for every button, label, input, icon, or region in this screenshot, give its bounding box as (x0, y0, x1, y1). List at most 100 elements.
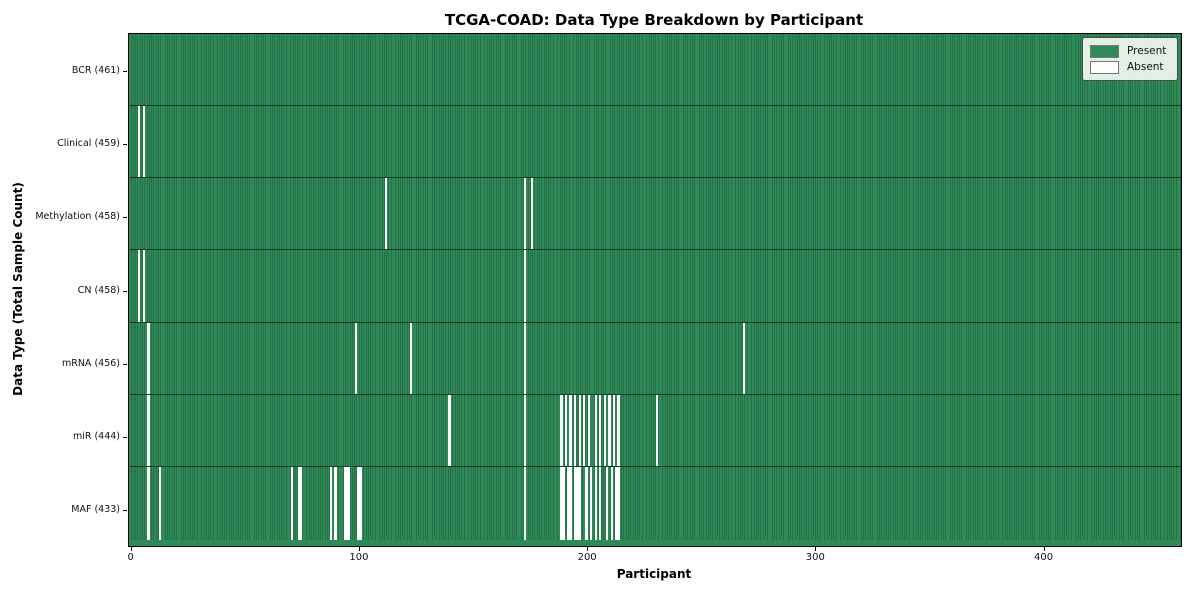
y-tick-label-maf: MAF (433) (71, 504, 120, 516)
heatmap-row-clinical (129, 106, 1181, 179)
absent-cell-mrna-8 (147, 322, 150, 394)
absent-cell-mrna-123 (409, 322, 412, 394)
legend-swatch-present (1090, 44, 1119, 58)
absent-cell-maf-206 (599, 466, 602, 540)
absent-cell-mrna-269 (742, 322, 746, 394)
absent-cell-maf-209 (605, 466, 609, 540)
absent-cell-maf-74 (297, 466, 301, 540)
absent-cell-mir-212 (612, 394, 616, 466)
x-axis-label: Participant (616, 567, 692, 581)
legend-entry-absent: Absent (1090, 59, 1170, 75)
legend-entry-present: Present (1090, 43, 1170, 59)
heatmap-plot-area (128, 33, 1182, 547)
legend-box: Present Absent (1082, 37, 1178, 81)
absent-cell-clinical-6 (142, 106, 145, 178)
x-tick-mark-300 (815, 547, 817, 551)
absent-cell-maf-88 (329, 466, 333, 540)
absent-cell-maf-204 (594, 466, 597, 540)
absent-cell-mir-173 (523, 394, 527, 466)
absent-cell-cn-173 (523, 250, 527, 322)
absent-cell-maf-90 (334, 466, 337, 540)
heatmap-row-maf (129, 466, 1181, 540)
y-tick-mark-bcr (123, 71, 127, 73)
absent-cell-maf-214 (617, 466, 620, 540)
y-tick-label-bcr: BCR (461) (71, 65, 120, 77)
legend-label-absent: Absent (1127, 61, 1164, 73)
legend-swatch-absent (1090, 60, 1119, 74)
absent-cell-methylation-112 (384, 178, 387, 250)
y-tick-mark-cn (123, 290, 127, 292)
y-tick-label-mir: miR (444) (72, 430, 120, 442)
absent-cell-mir-191 (564, 394, 568, 466)
y-tick-label-methylation: Methylation (458) (35, 211, 120, 223)
absent-cell-mir-214 (617, 394, 620, 466)
absent-cell-methylation-173 (523, 178, 527, 250)
absent-cell-mir-206 (599, 394, 602, 466)
y-tick-label-mrna: mRNA (456) (61, 357, 120, 369)
absent-cell-mrna-99 (354, 322, 358, 394)
x-tick-mark-200 (587, 547, 589, 551)
absent-cell-maf-189 (560, 466, 563, 540)
x-tick-mark-100 (358, 547, 360, 551)
absent-cell-mir-210 (608, 394, 611, 466)
heatmap-row-methylation (129, 178, 1181, 251)
absent-cell-maf-192 (567, 466, 570, 540)
absent-cell-maf-196 (576, 466, 579, 540)
x-tick-label-300: 300 (805, 552, 825, 563)
absent-cell-mir-199 (583, 394, 586, 466)
heatmap-row-cn (129, 250, 1181, 323)
absent-cell-mir-231 (656, 394, 659, 466)
y-tick-mark-methylation (123, 217, 127, 219)
absent-cell-methylation-176 (530, 178, 533, 250)
absent-cell-mir-208 (603, 394, 606, 466)
absent-cell-maf-100 (357, 466, 360, 540)
heatmap-row-mrna (129, 322, 1181, 395)
absent-cell-maf-213 (615, 466, 618, 540)
y-tick-mark-clinical (123, 144, 127, 146)
x-tick-mark-400 (1043, 547, 1045, 551)
heatmap-row-bcr (129, 34, 1181, 107)
y-tick-mark-maf (123, 510, 127, 512)
x-tick-label-400: 400 (1033, 552, 1054, 563)
absent-cell-maf-13 (158, 466, 161, 540)
absent-cell-maf-197 (578, 466, 581, 540)
absent-cell-clinical-4 (138, 106, 141, 178)
absent-cell-mir-189 (560, 394, 563, 466)
absent-cell-maf-95 (345, 466, 349, 540)
legend-label-present: Present (1127, 45, 1167, 57)
x-tick-label-0: 0 (127, 552, 134, 563)
y-tick-label-clinical: Clinical (459) (57, 138, 120, 150)
absent-cell-maf-173 (523, 466, 527, 540)
x-tick-label-200: 200 (577, 552, 597, 563)
y-tick-mark-mrna (123, 363, 127, 365)
x-tick-mark-0 (130, 547, 132, 551)
absent-cell-mir-8 (147, 394, 150, 466)
absent-cell-maf-200 (585, 466, 588, 540)
absent-cell-maf-8 (147, 466, 150, 540)
x-tick-label-100: 100 (349, 552, 369, 563)
y-tick-mark-mir (123, 436, 127, 438)
absent-cell-mir-201 (587, 394, 590, 466)
absent-cell-maf-96 (348, 466, 351, 540)
absent-cell-cn-4 (138, 250, 141, 322)
absent-cell-maf-101 (359, 466, 362, 540)
absent-cell-mir-195 (573, 394, 577, 466)
chart-title: TCGA-COAD: Data Type Breakdown by Partic… (444, 11, 864, 29)
absent-cell-mir-140 (448, 394, 451, 466)
absent-cell-maf-211 (610, 466, 613, 540)
absent-cell-maf-195 (573, 466, 577, 540)
absent-cell-maf-190 (562, 466, 565, 540)
absent-cell-maf-94 (343, 466, 346, 540)
absent-cell-mir-204 (594, 394, 597, 466)
absent-cell-maf-193 (569, 466, 572, 540)
absent-cell-maf-202 (589, 466, 593, 540)
heatmap-row-mir (129, 394, 1181, 467)
y-tick-label-cn: CN (458) (77, 284, 120, 296)
absent-cell-mir-197 (578, 394, 581, 466)
absent-cell-maf-75 (300, 466, 303, 540)
absent-cell-mrna-173 (523, 322, 527, 394)
absent-cell-mir-193 (569, 394, 572, 466)
absent-cell-maf-71 (291, 466, 294, 540)
absent-cell-cn-6 (142, 250, 145, 322)
